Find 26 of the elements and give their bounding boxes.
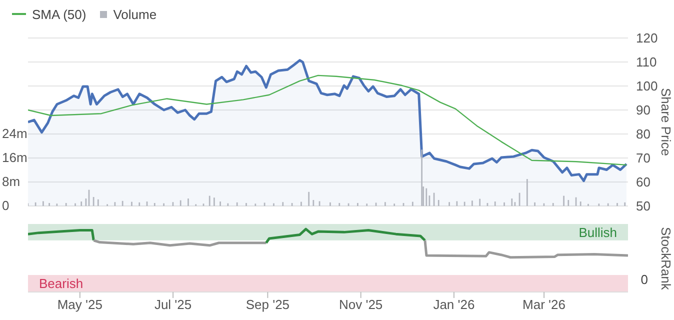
y-tick-label: 70: [636, 150, 650, 166]
x-tick-label: Jan '26: [433, 297, 475, 312]
line-series: [28, 74, 628, 166]
y-tick-label: 100: [636, 78, 658, 94]
y-tick-label: 110: [636, 54, 657, 70]
y-axis-title: Share Price: [658, 87, 674, 158]
y2-tick-label: 16m: [2, 150, 28, 165]
band-label: Bearish: [39, 276, 84, 292]
y-tick-label: 50: [636, 198, 650, 214]
text: 0: [640, 272, 648, 287]
x-tick-label: Mar '26: [522, 297, 566, 312]
y-tick-label: 60: [636, 174, 650, 190]
x-tick-label: Nov '25: [338, 297, 383, 312]
y2-tick-label: 8m: [2, 174, 20, 189]
y-tick-label: 120: [636, 30, 658, 46]
x-tick-label: Jul '25: [154, 297, 192, 312]
y-tick-label: 90: [636, 102, 650, 118]
y2-tick-label: 0: [2, 198, 10, 213]
legend-label: Volume: [113, 6, 157, 22]
y-tick-label: 80: [636, 126, 650, 142]
band-label: Bullish: [578, 224, 617, 240]
legend-label: SMA (50): [32, 6, 86, 22]
y2-tick-label: 24m: [2, 126, 28, 141]
y-axis-title: StockRank: [658, 226, 674, 292]
x-tick-label: May '25: [57, 297, 102, 312]
x-tick-label: Sep '25: [246, 297, 290, 312]
